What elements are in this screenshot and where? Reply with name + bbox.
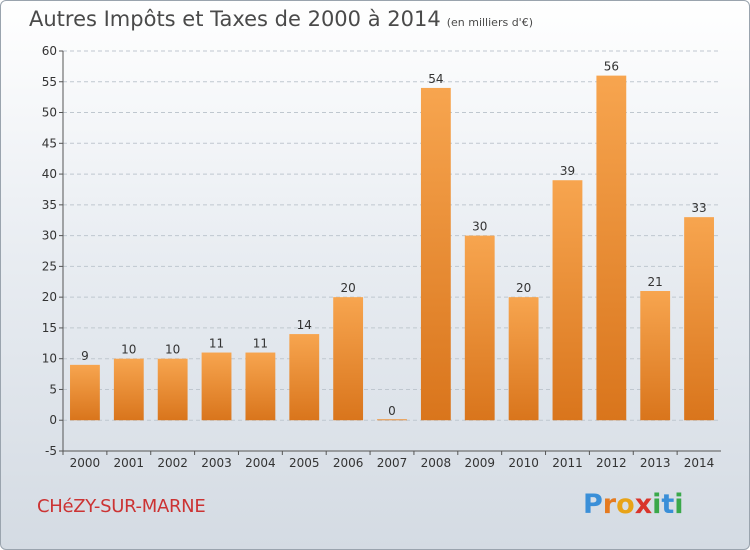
axes (62, 51, 721, 452)
value-label: 0 (388, 404, 396, 418)
x-tick-label: 2011 (552, 456, 583, 470)
chart-title-text: Autres Impôts et Taxes de 2000 à 2014 (29, 7, 441, 31)
y-tick-label: 60 (42, 44, 57, 58)
proxiti-logo: Proxiti (583, 489, 684, 520)
logo-letter: P (583, 489, 603, 520)
bar (552, 180, 583, 421)
value-label: 33 (691, 201, 706, 215)
x-tick-label: 2004 (245, 456, 276, 470)
x-tick-label: 2007 (377, 456, 408, 470)
value-label: 10 (121, 343, 136, 357)
x-tick-label: 2001 (114, 456, 145, 470)
logo-letter: r (602, 489, 617, 520)
y-tick-label: 30 (42, 229, 57, 243)
place-name: CHéZY-SUR-MARNE (37, 496, 206, 517)
value-label: 54 (428, 72, 443, 86)
logo-letter: i (652, 489, 662, 520)
bars (70, 75, 714, 421)
x-tick-label: 2013 (640, 456, 671, 470)
value-label: 39 (560, 164, 575, 178)
bar (157, 358, 188, 421)
bar (596, 75, 627, 421)
bar (289, 334, 320, 421)
y-tick-label: 40 (42, 167, 57, 181)
y-tick-label: 10 (42, 352, 57, 366)
value-label: 30 (472, 220, 487, 234)
x-axis-ticks: 2000 2001 2002 2003 2004 2005 2006 2007 2008 2009… (62, 451, 715, 470)
bar (420, 87, 451, 421)
bar (333, 297, 364, 421)
x-tick-label: 2000 (70, 456, 101, 470)
y-tick-label: -5 (45, 444, 57, 458)
bar (508, 297, 539, 421)
logo-letter: x (634, 489, 653, 520)
x-tick-label: 2009 (464, 456, 495, 470)
y-tick-label: 50 (42, 106, 57, 120)
value-label: 11 (209, 337, 224, 351)
y-tick-label: 0 (49, 413, 57, 427)
x-tick-label: 2012 (596, 456, 627, 470)
y-tick-label: 35 (42, 198, 57, 212)
y-tick-label: 45 (42, 136, 57, 150)
logo-letter: i (674, 489, 684, 520)
logo-letter: o (616, 489, 635, 520)
value-label: 21 (648, 275, 663, 289)
bar (201, 352, 232, 421)
value-label: 20 (340, 281, 355, 295)
value-label: 9 (81, 349, 89, 363)
bar (113, 358, 144, 421)
bar (684, 217, 714, 421)
value-label: 20 (516, 281, 531, 295)
bar (377, 419, 407, 421)
bar (245, 352, 276, 421)
x-tick-label: 2014 (684, 456, 715, 470)
x-tick-label: 2003 (201, 456, 232, 470)
value-label: 56 (604, 60, 619, 74)
y-axis-ticks: -5 0 5 10 15 20 25 30 35 40 45 50 55 60 (42, 44, 63, 458)
y-tick-label: 15 (42, 321, 57, 335)
y-tick-label: 5 (49, 382, 57, 396)
value-label: 14 (297, 318, 312, 332)
x-tick-label: 2008 (421, 456, 452, 470)
chart-unit: (en milliers d'€) (446, 16, 533, 29)
chart-title: Autres Impôts et Taxes de 2000 à 2014 (en… (29, 7, 533, 31)
y-tick-label: 55 (42, 75, 57, 89)
bar (640, 291, 671, 421)
bar (464, 235, 495, 421)
y-tick-label: 20 (42, 290, 57, 304)
value-label: 11 (253, 337, 268, 351)
x-tick-label: 2002 (157, 456, 188, 470)
logo-letter: t (661, 489, 675, 520)
value-labels: 9 10 10 11 11 14 20 0 54 30 20 39 56 21 33 (81, 60, 707, 419)
value-label: 10 (165, 343, 180, 357)
x-tick-label: 2005 (289, 456, 320, 470)
y-tick-label: 25 (42, 259, 57, 273)
x-tick-label: 2006 (333, 456, 364, 470)
bar (70, 364, 100, 421)
x-tick-label: 2010 (508, 456, 539, 470)
